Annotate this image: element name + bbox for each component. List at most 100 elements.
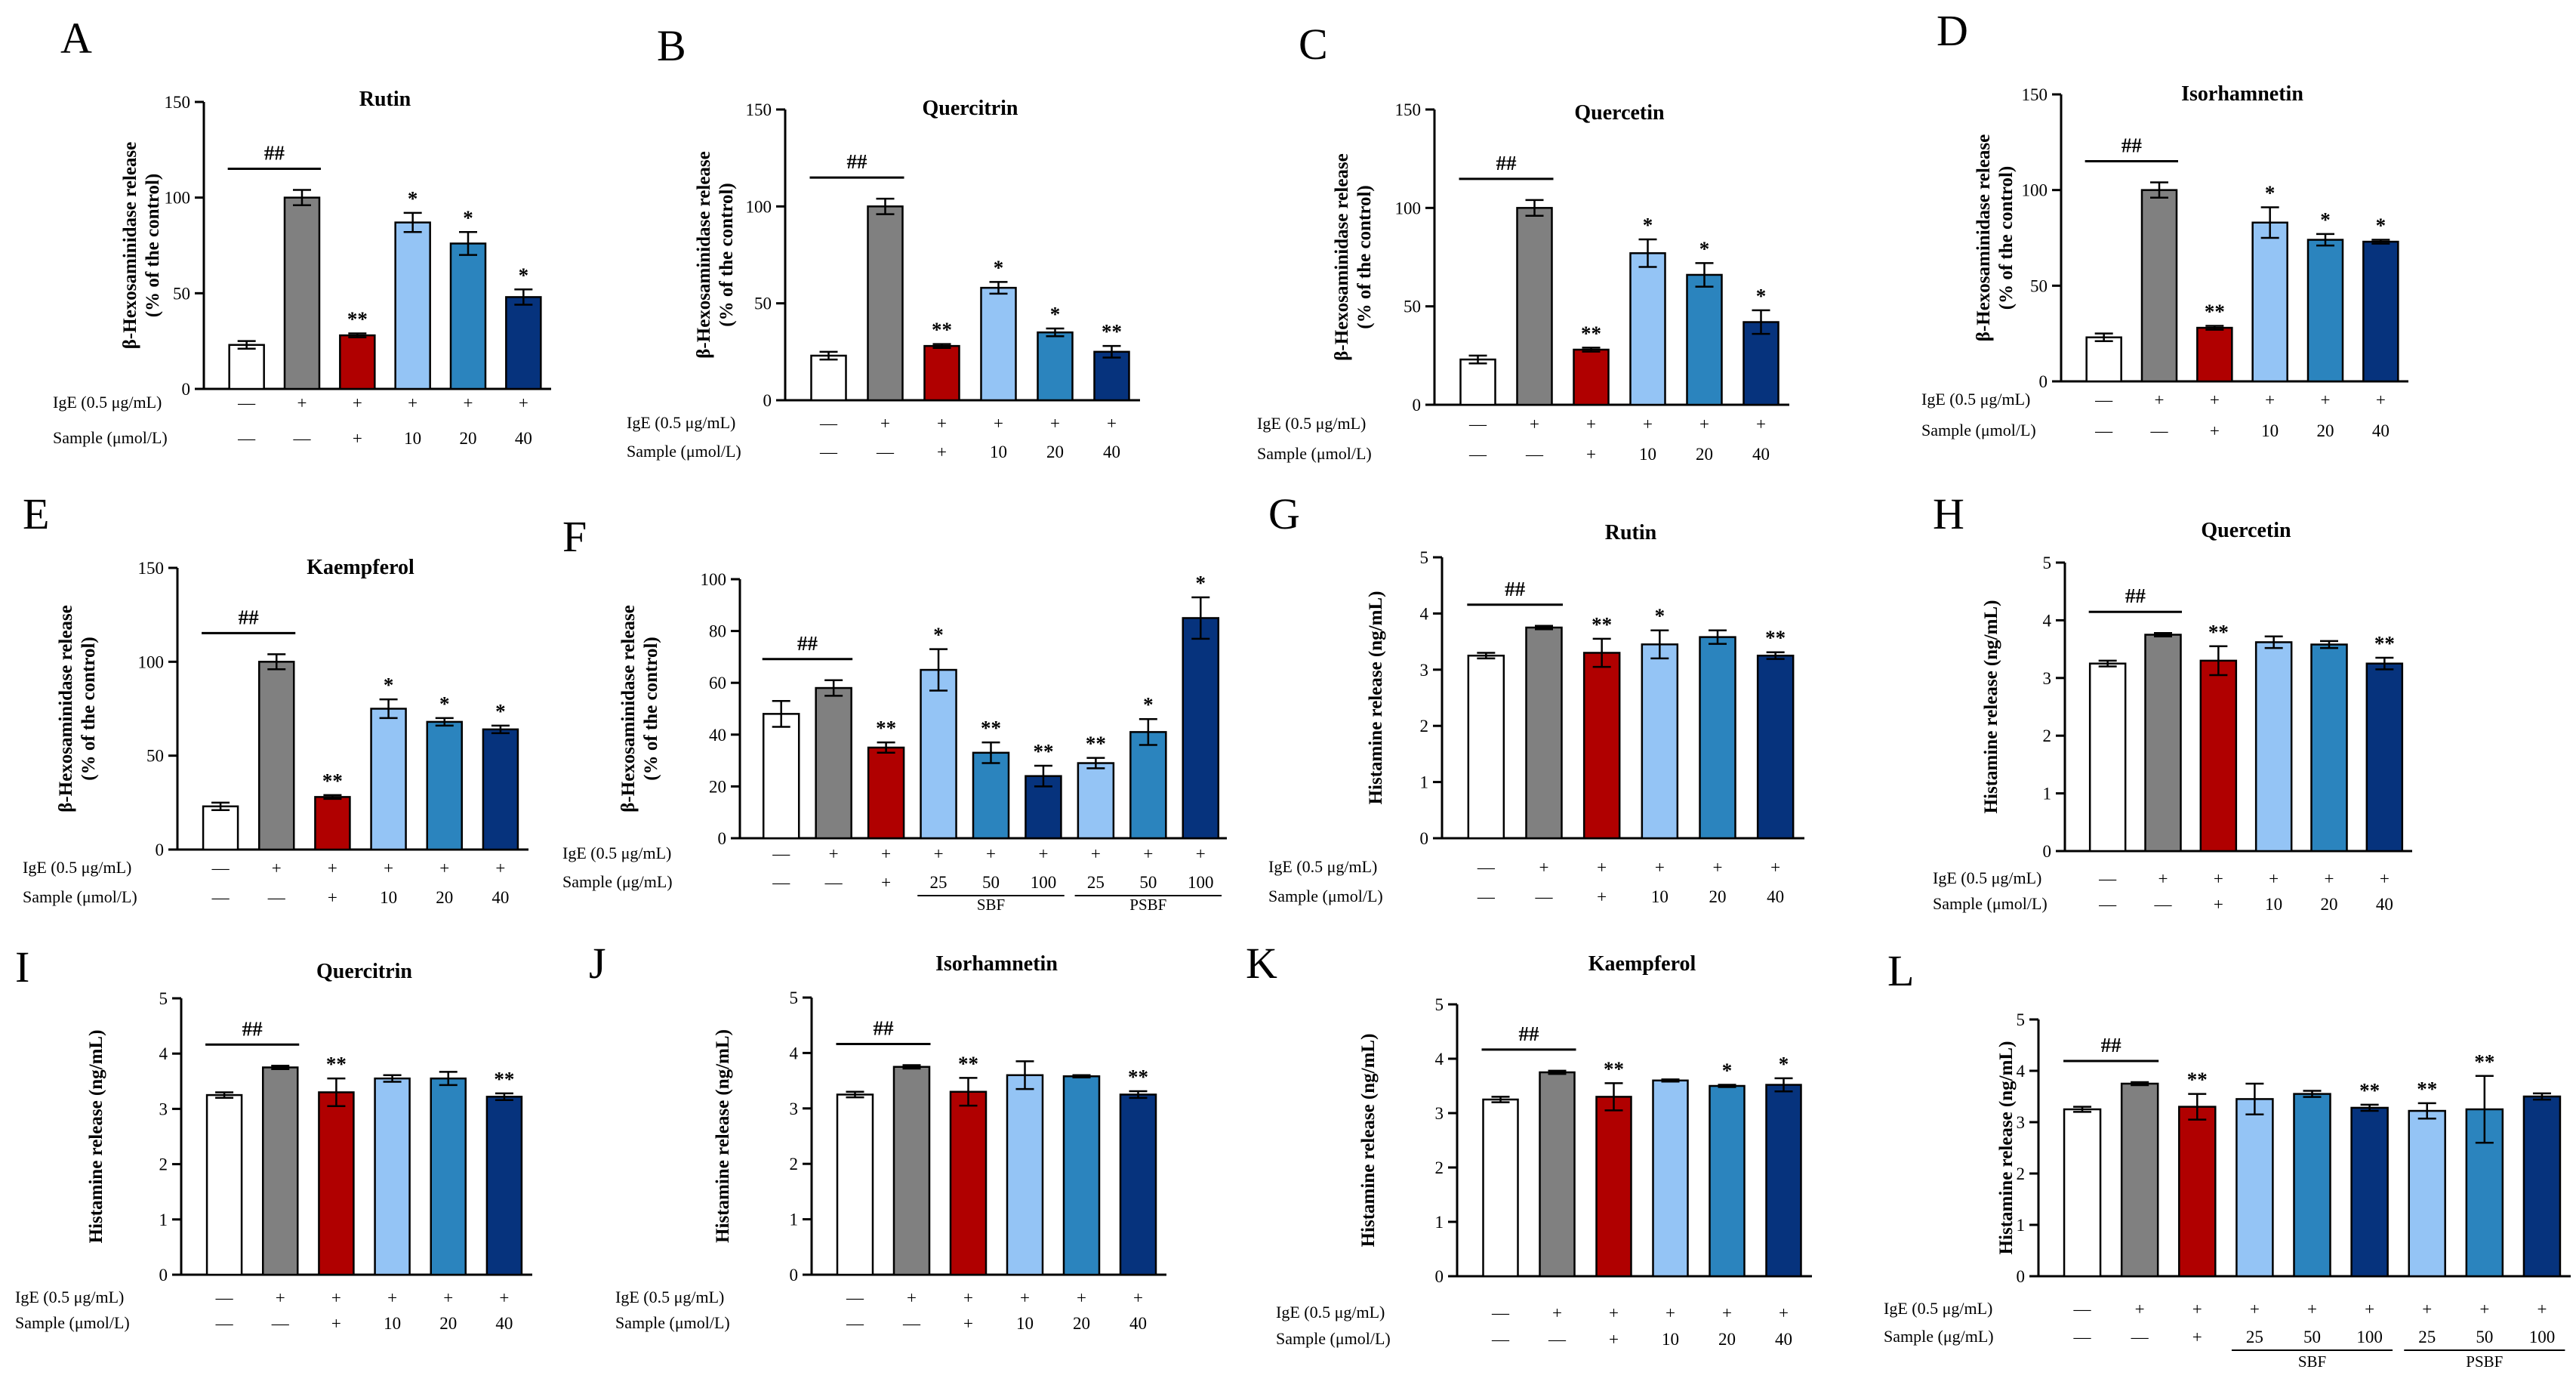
y-tick-label: 100: [1395, 199, 1422, 217]
significance-label: **: [2417, 1078, 2437, 1100]
y-axis-label: (% of the control): [1996, 166, 2017, 310]
row-cell: 20: [460, 429, 477, 448]
y-tick-label: 3: [1435, 1104, 1444, 1123]
bar: [2140, 189, 2178, 383]
significance-label: **: [1765, 627, 1786, 649]
row-label: Sample (μmol/L): [627, 442, 741, 461]
row-cell: +: [2422, 1300, 2432, 1319]
significance-label: **: [1128, 1066, 1148, 1088]
row-cell: 40: [2372, 421, 2390, 440]
bar: [2178, 1106, 2217, 1278]
bar: [1652, 1079, 1689, 1278]
row-cell: 25: [2246, 1328, 2263, 1346]
row-cell: —: [772, 844, 790, 863]
row-cell: +: [2537, 1300, 2547, 1319]
significance-label: **: [932, 319, 952, 341]
significance-label: **: [494, 1068, 514, 1090]
row-cell: +: [1597, 858, 1607, 877]
significance-label: **: [2187, 1069, 2208, 1091]
row-cell: —: [824, 873, 843, 892]
hash-label: ##: [242, 1017, 263, 1040]
y-tick-label: 0: [1413, 396, 1422, 415]
row-cell: 40: [1775, 1330, 1792, 1349]
y-tick-label: 4: [2017, 1062, 2026, 1081]
row-cell: +: [2155, 390, 2165, 409]
row-label: Sample (μmol/L): [53, 428, 168, 447]
y-tick-label: 150: [165, 93, 191, 112]
row-cell: +: [2158, 869, 2168, 888]
hash-label: ##: [264, 142, 285, 165]
chart-title: Kaempferol: [307, 556, 414, 579]
row-cell: 50: [982, 873, 1000, 892]
row-cell: +: [1020, 1288, 1030, 1307]
bar: [1129, 731, 1167, 840]
row-cell: —: [271, 1314, 290, 1333]
row-cell: 20: [1709, 887, 1727, 906]
row-cell: 20: [1073, 1314, 1090, 1333]
row-cell: +: [2210, 390, 2220, 409]
group-label: PSBF: [1129, 896, 1166, 914]
significance-label: *: [1655, 605, 1665, 628]
y-axis-label: Histamine release (ng/mL): [1358, 1034, 1379, 1248]
y-axis-label: β-Hexosaminidase release: [120, 142, 140, 349]
bar: [482, 728, 519, 851]
significance-label: *: [495, 700, 506, 723]
y-tick-label: 0: [2017, 1267, 2026, 1286]
y-tick-label: 3: [2043, 669, 2052, 688]
row-cell: 25: [930, 873, 948, 892]
panel-c: C Quercetin β-Hexosaminidase release (% of …: [1257, 20, 1789, 464]
row-cell: +: [1586, 445, 1596, 464]
bar: [972, 751, 1010, 840]
significance-label: **: [1033, 740, 1053, 763]
row-cell: +: [2135, 1300, 2145, 1319]
bar: [810, 354, 847, 402]
bar: [1686, 273, 1723, 406]
y-tick-label: 0: [2043, 842, 2052, 861]
hash-label: ##: [1505, 578, 1526, 600]
bar: [2251, 221, 2288, 383]
panel-letter: D: [1937, 6, 1968, 55]
row-cell: —: [215, 1288, 234, 1307]
bar: [1062, 1075, 1101, 1276]
row-cell: 20: [2317, 421, 2334, 440]
significance-label: *: [2376, 214, 2386, 237]
bar: [1077, 762, 1115, 840]
row-cell: +: [937, 443, 947, 461]
row-cell: +: [328, 888, 337, 907]
panel-l: L Histamine release (ng/mL)0 1 2 3 4 5 ** ** ** **…: [1884, 946, 2571, 1371]
row-cell: 50: [1139, 873, 1157, 892]
row-cell: +: [1050, 414, 1060, 433]
row-cell: —: [211, 888, 230, 907]
row-cell: —: [2150, 421, 2169, 440]
row-label: IgE (0.5 μg/mL): [23, 858, 131, 877]
row-cell: +: [1722, 1303, 1732, 1322]
row-label: IgE (0.5 μg/mL): [1276, 1303, 1385, 1322]
row-cell: +: [1107, 414, 1117, 433]
y-tick-label: 100: [165, 189, 191, 208]
bar: [426, 720, 463, 851]
panel-f: Fβ-Hexosaminidase release (% of the contr…: [562, 512, 1227, 914]
bar: [1765, 1084, 1802, 1278]
row-cell: —: [2094, 421, 2113, 440]
bar: [2236, 1098, 2274, 1278]
bar: [920, 668, 957, 840]
panel-h: H Quercetin Histamine release (ng/mL) 0 1 2 3 4…: [1933, 489, 2412, 914]
bar: [2362, 240, 2399, 383]
row-cell: 100: [2529, 1328, 2556, 1346]
y-tick-label: 2: [2043, 726, 2052, 745]
hash-label: ##: [1496, 152, 1518, 174]
significance-label: **: [1102, 320, 1122, 343]
row-cell: +: [1665, 1303, 1675, 1322]
row-cell: 20: [439, 1314, 457, 1333]
significance-label: *: [519, 264, 529, 286]
panel-letter: H: [1933, 489, 1964, 538]
row-cell: +: [384, 859, 393, 877]
y-tick-label: 60: [709, 674, 726, 692]
significance-label: *: [994, 256, 1004, 279]
row-cell: +: [2214, 895, 2223, 914]
bar: [2254, 641, 2293, 853]
y-axis-label: (% of the control): [641, 637, 661, 780]
bar: [314, 796, 351, 851]
panel-letter: G: [1268, 489, 1300, 538]
y-tick-label: 0: [156, 840, 165, 859]
